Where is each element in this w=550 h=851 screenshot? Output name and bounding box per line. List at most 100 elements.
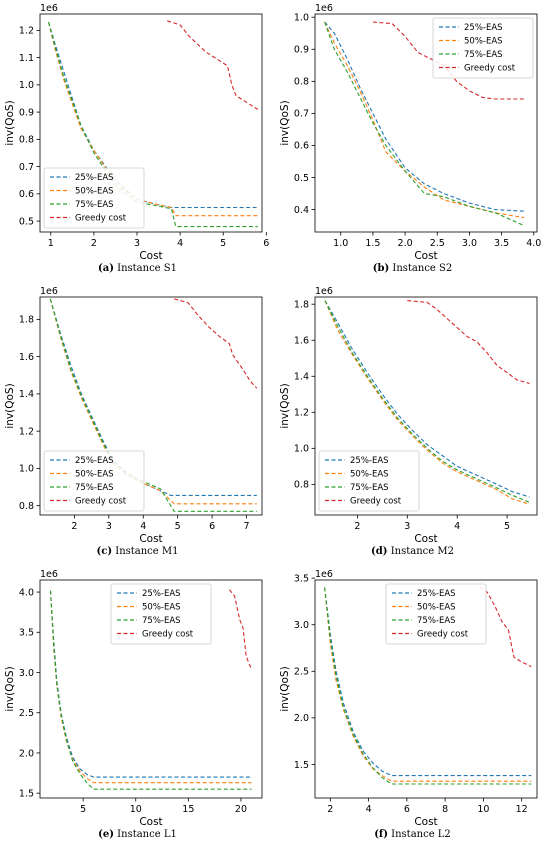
- legend-entry-label: 75%-EAS: [464, 50, 503, 60]
- series-line: [324, 300, 530, 503]
- y-tick-label: 1.5: [294, 760, 309, 771]
- legend: 25%-EAS 50%-EAS 75%-EAS Greedy cost: [43, 167, 145, 229]
- chart-panel: 2 3 4 5 6 7 0.8 1.0 1.2 1.4 1.6 1.8 1e6 Cost inv(QoS) 2…: [0, 283, 275, 566]
- y-tick-label: 0.8: [19, 501, 34, 512]
- chart-panel: 5 10 15 20 1.5 2.0 2.5 3.0 3.5 4.0 1e6 Cost inv(QoS)…: [0, 566, 275, 849]
- y-tick-label: 1.6: [294, 336, 309, 347]
- x-tick-label: 12: [516, 804, 528, 815]
- legend-entry-label: Greedy cost: [464, 64, 516, 74]
- y-tick-label: 0.5: [19, 216, 34, 227]
- series-line: [324, 300, 530, 498]
- y-tick-label: 3.5: [294, 573, 309, 584]
- series-line: [49, 590, 252, 778]
- y-tick-label: 1.8: [19, 315, 34, 326]
- plot-area-frame: [39, 296, 263, 516]
- chart-svg: 5 10 15 20 1.5 2.0 2.5 3.0 3.5 4.0 1e6 Cost inv(QoS)…: [4, 569, 263, 828]
- y-tick-label: 1.8: [294, 300, 309, 311]
- legend-entry-label: Greedy cost: [75, 214, 127, 224]
- y-tick-label: 3.0: [294, 620, 309, 631]
- caption-letter: (e): [98, 829, 114, 840]
- x-axis-label: Cost: [414, 816, 437, 828]
- x-tick-label: 15: [182, 804, 194, 815]
- caption-text: Instance L1: [114, 829, 177, 840]
- x-tick-label: 10: [130, 804, 142, 815]
- series-line: [324, 587, 532, 782]
- x-tick-label: 4: [454, 521, 460, 532]
- x-tick-label: 3.5: [494, 238, 509, 249]
- legend: 25%-EAS 50%-EAS 75%-EAS Greedy cost: [432, 17, 534, 79]
- y-scale-note: 1e6: [40, 569, 58, 580]
- x-tick-label: 10: [477, 804, 489, 815]
- legend-entry-label: 75%-EAS: [75, 200, 114, 210]
- y-tick-label: 0.9: [294, 45, 309, 56]
- y-tick-label: 1.4: [294, 372, 309, 383]
- y-tick-label: 0.7: [19, 162, 34, 173]
- legend: 25%-EAS 50%-EAS 75%-EAS Greedy cost: [43, 450, 145, 512]
- legend-entry-label: 50%-EAS: [464, 37, 503, 47]
- legend-box: [43, 450, 145, 512]
- x-tick-label: 3: [404, 521, 410, 532]
- x-tick-label: 4.0: [526, 238, 541, 249]
- y-tick-label: 2.5: [294, 667, 309, 678]
- y-tick-label: 1.0: [19, 80, 34, 91]
- y-tick-label: 0.6: [19, 189, 34, 200]
- series-line: [49, 590, 252, 790]
- x-tick-label: 1.5: [365, 238, 380, 249]
- legend-entry-label: 75%-EAS: [350, 483, 389, 493]
- caption-text: Instance M1: [112, 546, 179, 557]
- x-tick-label: 1: [48, 238, 54, 249]
- series-line: [407, 300, 530, 385]
- y-axis-label: inv(QoS): [279, 666, 291, 711]
- x-axis-label: Cost: [139, 533, 162, 545]
- y-axis-label: inv(QoS): [4, 100, 16, 145]
- legend-box: [318, 450, 420, 512]
- plot-area-frame: [39, 579, 263, 799]
- y-scale-note: 1e6: [315, 569, 333, 580]
- legend-entry-label: 50%-EAS: [75, 187, 114, 197]
- chart-svg: 2 4 6 8 10 12 1.5 2.0 2.5 3.0 3.5 1e6 Cost inv(QoS) 25…: [279, 569, 538, 828]
- caption-text: Instance S2: [389, 263, 453, 274]
- panel-caption: (d) Instance M2: [275, 546, 550, 557]
- series-line: [324, 21, 525, 212]
- y-tick-label: 1.2: [19, 426, 34, 437]
- series-line: [324, 587, 532, 785]
- x-tick-label: 2: [91, 238, 97, 249]
- x-tick-label: 7: [243, 521, 249, 532]
- y-axis-label: inv(QoS): [279, 383, 291, 428]
- plot-area-frame: [39, 13, 263, 233]
- y-axis-label: inv(QoS): [4, 666, 16, 711]
- x-tick-label: 2: [71, 521, 77, 532]
- chart-svg: 2 3 4 5 6 7 0.8 1.0 1.2 1.4 1.6 1.8 1e6 Cost inv(QoS) 2…: [4, 286, 263, 545]
- chart-svg: 1 2 3 4 5 6 0.5 0.6 0.7 0.8 0.9 1.0 1.1 1.2 1e6 Cost inv…: [4, 3, 269, 262]
- chart-panel: 1 2 3 4 5 6 0.5 0.6 0.7 0.8 0.9 1.0 1.1 1.2 1e6 Cost inv…: [0, 0, 275, 283]
- x-axis-label: Cost: [139, 250, 162, 262]
- panel-caption: (c) Instance M1: [0, 546, 275, 557]
- y-tick-label: 1.0: [19, 464, 34, 475]
- chart-panel: 2 4 6 8 10 12 1.5 2.0 2.5 3.0 3.5 1e6 Cost inv(QoS) 25…: [275, 566, 550, 849]
- panel-caption: (b) Instance S2: [275, 263, 550, 274]
- legend: 25%-EAS 50%-EAS 75%-EAS Greedy cost: [385, 583, 487, 645]
- caption-letter: (a): [98, 263, 114, 274]
- y-tick-label: 3.0: [19, 668, 34, 679]
- legend-entry-label: 50%-EAS: [142, 603, 181, 613]
- legend-entry-label: 50%-EAS: [350, 470, 389, 480]
- series-line: [324, 21, 525, 219]
- legend-entry-label: 75%-EAS: [75, 483, 114, 493]
- y-axis-label: inv(QoS): [4, 383, 16, 428]
- x-tick-label: 3: [134, 238, 140, 249]
- x-tick-label: 5: [80, 804, 86, 815]
- x-tick-label: 2.5: [430, 238, 445, 249]
- x-axis-label: Cost: [414, 533, 437, 545]
- y-scale-note: 1e6: [315, 286, 333, 297]
- legend-entry-label: 50%-EAS: [75, 470, 114, 480]
- y-tick-label: 3.5: [19, 628, 34, 639]
- x-tick-label: 6: [263, 238, 269, 249]
- plot-area-frame: [314, 296, 538, 516]
- y-tick-label: 0.9: [19, 107, 34, 118]
- legend-entry-label: 25%-EAS: [417, 589, 456, 599]
- caption-text: Instance M2: [387, 546, 454, 557]
- x-tick-label: 20: [235, 804, 247, 815]
- x-tick-label: 4: [366, 804, 372, 815]
- x-tick-label: 5: [220, 238, 226, 249]
